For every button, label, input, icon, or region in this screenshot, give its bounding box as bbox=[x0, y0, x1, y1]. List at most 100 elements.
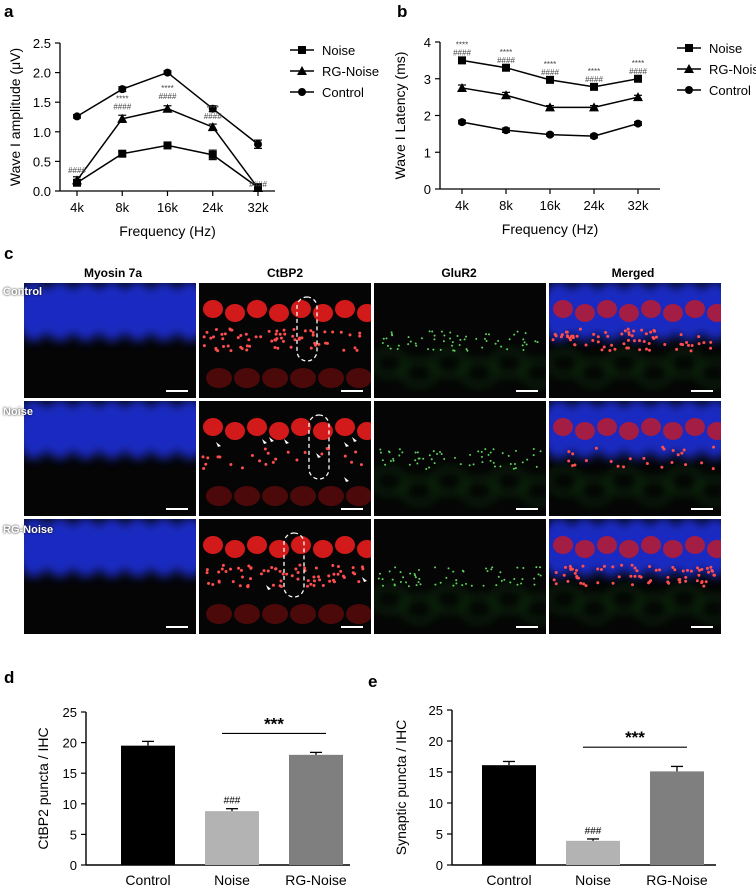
ctbp2-puncta bbox=[239, 568, 243, 572]
nucleus bbox=[291, 418, 311, 436]
data-point-noise bbox=[163, 141, 172, 150]
micro-cell-control-merged bbox=[549, 283, 721, 398]
glur2-puncta bbox=[416, 451, 419, 454]
glur2-puncta bbox=[407, 336, 410, 339]
nucleus bbox=[247, 536, 267, 554]
ctbp2-puncta bbox=[684, 575, 688, 579]
ctbp2-puncta bbox=[221, 337, 225, 341]
ctbp2-puncta bbox=[343, 454, 347, 458]
significance-marker: **** bbox=[632, 59, 644, 68]
glur2-puncta bbox=[405, 581, 408, 584]
scale-bar bbox=[516, 626, 538, 628]
nucleus bbox=[225, 422, 245, 440]
glur2-membrane bbox=[461, 359, 497, 387]
glur2-puncta bbox=[449, 331, 452, 334]
data-point-control bbox=[208, 104, 217, 113]
hair-cell-blob bbox=[68, 283, 104, 341]
glur2-membrane bbox=[636, 477, 672, 505]
glur2-puncta bbox=[491, 566, 494, 569]
hair-cell-blob bbox=[42, 519, 78, 577]
glur2-puncta bbox=[391, 578, 394, 581]
ctbp2-puncta bbox=[229, 567, 233, 571]
ctbp2-puncta bbox=[239, 345, 243, 349]
ctbp2-puncta bbox=[247, 338, 251, 342]
glur2-puncta bbox=[465, 582, 468, 585]
glur2-puncta bbox=[470, 584, 473, 587]
glur2-puncta bbox=[434, 566, 437, 569]
glur2-puncta bbox=[417, 457, 420, 460]
comparison-significance: *** bbox=[264, 714, 284, 733]
ctbp2-puncta bbox=[573, 463, 577, 467]
ctbp2-puncta bbox=[271, 460, 275, 464]
glur2-puncta bbox=[494, 342, 497, 345]
y-tick-label: 25 bbox=[63, 705, 77, 720]
glur2-puncta bbox=[381, 459, 384, 462]
ctbp2-puncta bbox=[331, 330, 335, 334]
hair-cell-blob bbox=[645, 283, 681, 341]
glur2-puncta bbox=[414, 342, 417, 345]
ctbp2-puncta bbox=[677, 578, 681, 582]
glur2-membrane bbox=[374, 349, 407, 377]
nucleus bbox=[335, 418, 355, 436]
ctbp2-puncta bbox=[214, 327, 218, 331]
glur2-puncta bbox=[452, 584, 455, 587]
y-tick-label: 20 bbox=[429, 734, 443, 749]
nucleus bbox=[707, 304, 721, 322]
ctbp2-puncta bbox=[627, 346, 631, 350]
ctbp2-puncta bbox=[223, 332, 227, 336]
ctbp2-puncta bbox=[270, 339, 274, 343]
ctbp2-puncta bbox=[291, 334, 295, 338]
glur2-puncta bbox=[459, 338, 462, 341]
y-axis-label: CtBP2 puncta / IHC bbox=[35, 727, 51, 849]
glur2-puncta bbox=[418, 577, 421, 580]
lower-nucleus bbox=[262, 486, 288, 506]
scale-bar bbox=[166, 390, 188, 392]
ctbp2-puncta bbox=[328, 579, 332, 583]
ctbp2-puncta bbox=[249, 577, 253, 581]
y-tick-label: 2 bbox=[424, 109, 431, 124]
glur2-puncta bbox=[427, 348, 430, 351]
scale-bar bbox=[516, 508, 538, 510]
ctbp2-puncta bbox=[312, 583, 316, 587]
ctbp2-puncta bbox=[226, 344, 230, 348]
glur2-puncta bbox=[522, 348, 525, 351]
ctbp2-puncta bbox=[606, 334, 610, 338]
glur2-puncta bbox=[434, 583, 437, 586]
arrowhead bbox=[344, 442, 349, 447]
ctbp2-puncta bbox=[666, 575, 670, 579]
ctbp2-puncta bbox=[629, 574, 633, 578]
ctbp2-puncta bbox=[258, 459, 262, 463]
ctbp2-puncta bbox=[647, 348, 651, 352]
ctbp2-puncta bbox=[645, 347, 648, 351]
ctbp2-puncta bbox=[267, 329, 271, 333]
panel-letter-e: e bbox=[368, 672, 378, 691]
ctbp2-puncta bbox=[563, 565, 567, 569]
nucleus bbox=[619, 540, 639, 558]
glur2-puncta bbox=[388, 570, 391, 573]
ctbp2-puncta bbox=[566, 579, 570, 583]
data-point-rg-noise bbox=[207, 122, 218, 132]
hair-cell-blob bbox=[172, 519, 196, 577]
glur2-membrane bbox=[401, 477, 437, 505]
ctbp2-puncta bbox=[324, 341, 328, 345]
lower-nucleus bbox=[206, 604, 232, 624]
ctbp2-puncta bbox=[254, 335, 258, 339]
ctbp2-puncta bbox=[217, 570, 221, 574]
ctbp2-puncta bbox=[630, 334, 634, 338]
ctbp2-puncta bbox=[654, 568, 658, 572]
legend-marker bbox=[685, 44, 693, 52]
ctbp2-puncta bbox=[207, 581, 211, 585]
ctbp2-puncta bbox=[638, 348, 642, 352]
glur2-puncta bbox=[401, 451, 404, 454]
ctbp2-puncta bbox=[599, 568, 603, 572]
ctbp2-puncta bbox=[259, 335, 263, 339]
glur2-puncta bbox=[432, 450, 435, 453]
ctbp2-puncta bbox=[248, 344, 252, 348]
ctbp2-puncta bbox=[648, 564, 652, 568]
ctbp2-puncta bbox=[551, 338, 555, 342]
ctbp2-puncta bbox=[663, 343, 667, 347]
x-tick-label: RG-Noise bbox=[285, 872, 347, 888]
glur2-puncta bbox=[522, 338, 525, 341]
glur2-puncta bbox=[384, 463, 387, 466]
ctbp2-puncta bbox=[323, 330, 327, 334]
